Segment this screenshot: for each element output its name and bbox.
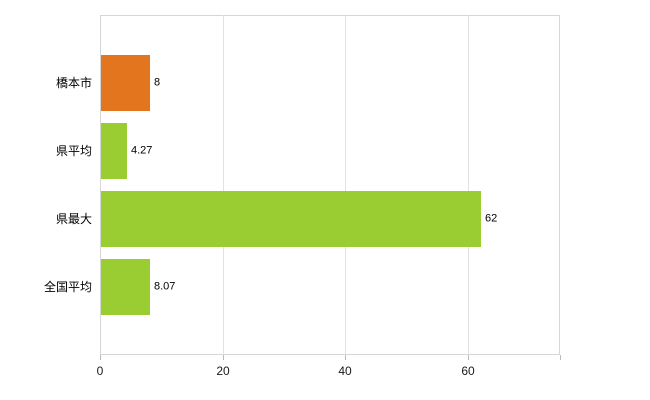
category-label: 県平均: [55, 144, 92, 158]
bar-value-label: 8: [154, 76, 161, 89]
bar-value-label: 62: [485, 212, 498, 225]
bar: [101, 123, 127, 179]
x-tick-label: 0: [96, 364, 104, 378]
bar-value-label: 8.07: [154, 280, 176, 293]
x-tick-label: 20: [216, 364, 230, 378]
x-tick: [468, 355, 469, 360]
bar: [101, 191, 481, 247]
x-tick-label: 40: [338, 364, 352, 378]
category-label: 県最大: [55, 212, 92, 226]
bar: [101, 55, 150, 111]
gridline: [345, 15, 346, 355]
category-label: 橋本市: [55, 76, 92, 90]
plot-area: [100, 15, 560, 355]
x-tick-label: 60: [461, 364, 475, 378]
x-tick: [100, 355, 101, 360]
gridline: [223, 15, 224, 355]
x-tick: [560, 355, 561, 360]
bar-value-label: 4.27: [131, 144, 153, 157]
x-tick: [223, 355, 224, 360]
bar: [101, 259, 150, 315]
category-label: 全国平均: [43, 280, 92, 294]
x-tick: [345, 355, 346, 360]
gridline: [468, 15, 469, 355]
